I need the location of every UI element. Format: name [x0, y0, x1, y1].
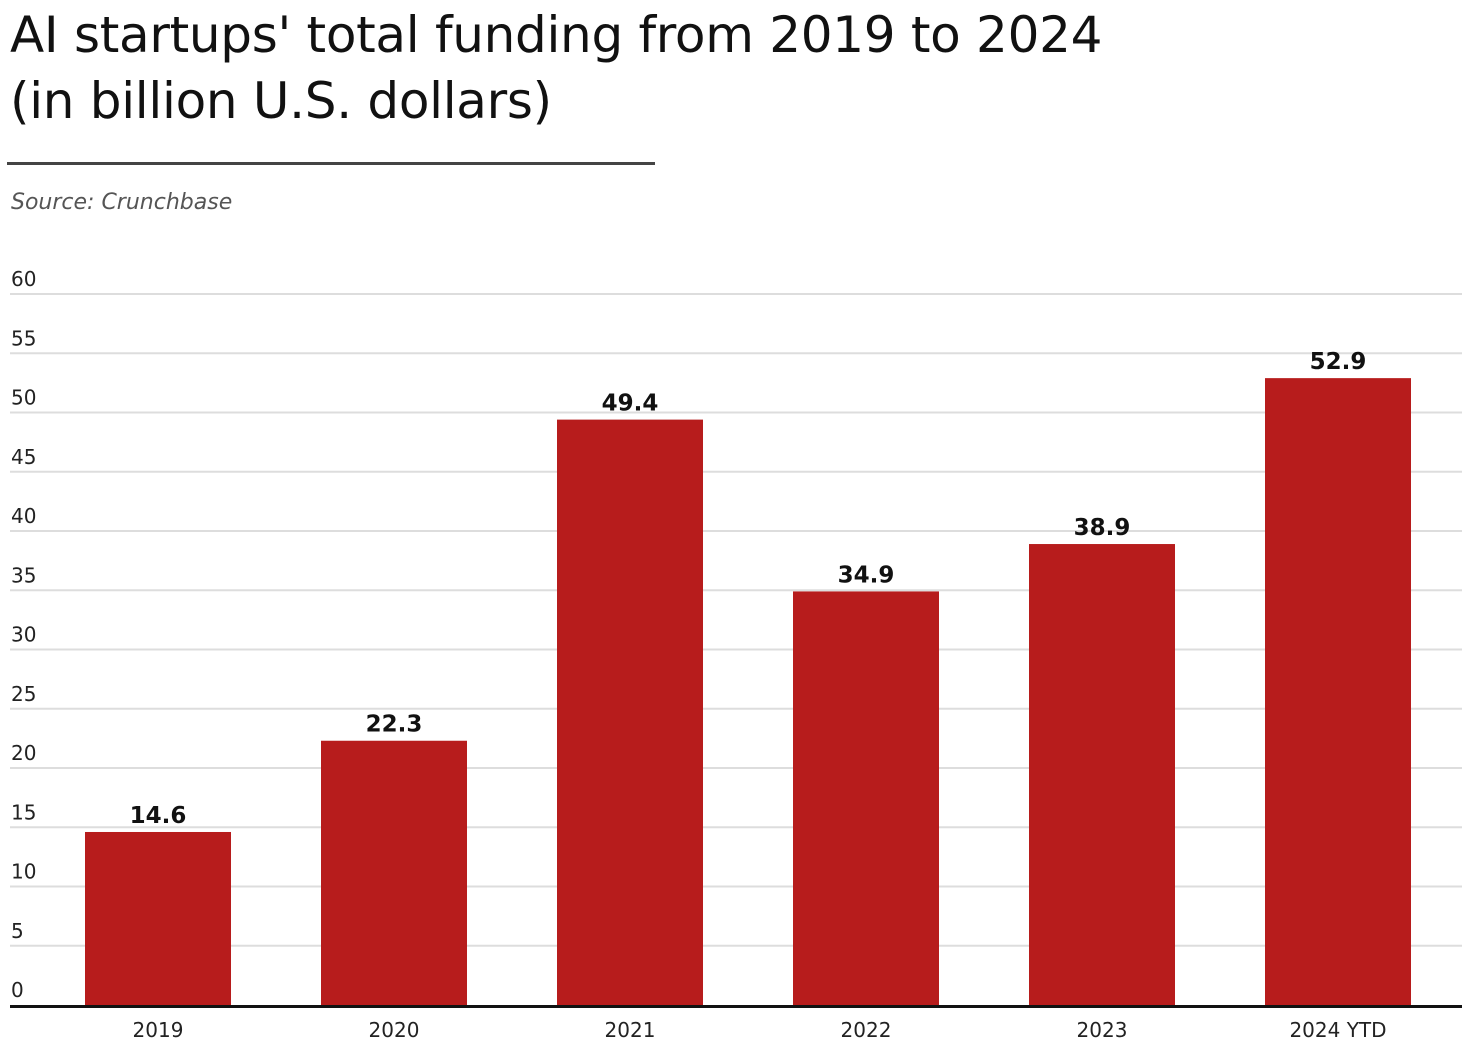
- bar-2021: [557, 419, 703, 1005]
- y-tick-label-25: 25: [11, 682, 36, 706]
- y-tick-label-50: 50: [11, 386, 36, 410]
- bar-2023: [1029, 544, 1175, 1005]
- bar-2024-ytd: [1265, 378, 1411, 1005]
- chart-title-line-1: AI startups' total funding from 2019 to …: [10, 6, 1103, 64]
- data-label-2023: 38.9: [1074, 515, 1131, 541]
- data-label-2020: 22.3: [366, 712, 423, 738]
- chart-title-line-2: (in billion U.S. dollars): [10, 72, 552, 130]
- y-tick-label-60: 60: [11, 267, 36, 291]
- chart-title: AI startups' total funding from 2019 to …: [10, 2, 1102, 134]
- y-tick-label-30: 30: [11, 623, 36, 647]
- bars: [85, 378, 1411, 1005]
- data-label-2024-ytd: 52.9: [1310, 349, 1367, 375]
- title-divider: [7, 162, 655, 165]
- bar-2020: [321, 740, 467, 1005]
- data-labels: 14.6 22.3 49.4 34.9 38.9 52.9: [130, 349, 1367, 829]
- data-label-2022: 34.9: [838, 562, 895, 588]
- data-label-2019: 14.6: [130, 803, 187, 829]
- x-tick-label-2024-ytd: 2024 YTD: [1289, 1018, 1386, 1042]
- y-tick-label-5: 5: [11, 919, 24, 943]
- y-tick-label-40: 40: [11, 504, 36, 528]
- y-axis-ticks: 0 5 10 15 20 25 30 35 40 45 50 55 60: [11, 267, 36, 1002]
- y-tick-label-20: 20: [11, 741, 36, 765]
- bar-2019: [85, 831, 231, 1005]
- x-tick-label-2023: 2023: [1077, 1018, 1128, 1042]
- y-tick-label-10: 10: [11, 860, 36, 884]
- bar-2022: [793, 591, 939, 1005]
- y-tick-label-15: 15: [11, 800, 36, 824]
- source-note: Source: Crunchbase: [11, 190, 233, 215]
- x-tick-label-2022: 2022: [841, 1018, 892, 1042]
- x-tick-label-2020: 2020: [369, 1018, 420, 1042]
- x-tick-label-2021: 2021: [605, 1018, 656, 1042]
- y-tick-label-55: 55: [11, 326, 36, 350]
- y-tick-label-45: 45: [11, 445, 36, 469]
- y-tick-label-0: 0: [11, 978, 24, 1002]
- x-axis-categories: 2019 2020 2021 2022 2023 2024 YTD: [133, 1018, 1387, 1042]
- y-tick-label-35: 35: [11, 563, 36, 587]
- gridlines: [10, 293, 1462, 947]
- data-label-2021: 49.4: [602, 391, 659, 417]
- x-tick-label-2019: 2019: [133, 1018, 184, 1042]
